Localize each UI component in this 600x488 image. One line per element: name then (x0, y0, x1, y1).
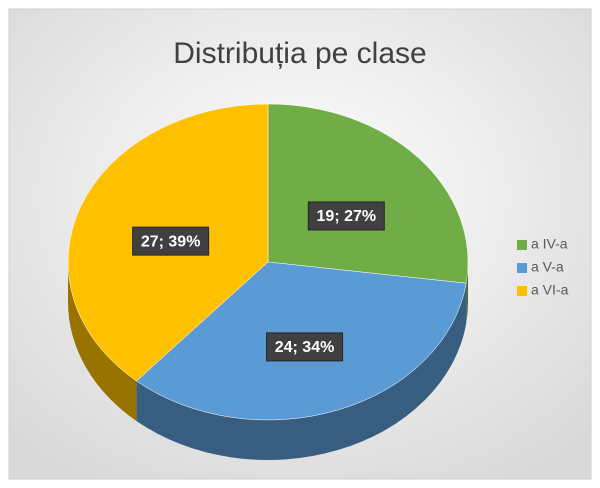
slice-side (466, 262, 468, 324)
legend-swatch (517, 240, 527, 250)
data-label: 19; 27% (307, 201, 385, 231)
legend-label: a V-a (531, 259, 564, 275)
legend-swatch (517, 286, 527, 296)
legend-label: a IV-a (531, 236, 568, 252)
legend-swatch (517, 263, 527, 273)
data-label-box (266, 332, 344, 362)
data-label: 24; 34% (266, 332, 344, 362)
data-label-box (307, 201, 385, 231)
data-label-text: 27; 39% (141, 233, 201, 250)
legend-label: a VI-a (531, 282, 569, 298)
slice-side (68, 262, 137, 421)
data-label-text: 19; 27% (317, 208, 377, 225)
slice-side (136, 283, 467, 461)
data-label-box (132, 226, 210, 256)
data-label: 27; 39% (132, 226, 210, 256)
data-label-text: 24; 34% (275, 339, 335, 356)
chart-title: Distribuția pe clase (173, 37, 426, 70)
slice (267, 103, 469, 284)
